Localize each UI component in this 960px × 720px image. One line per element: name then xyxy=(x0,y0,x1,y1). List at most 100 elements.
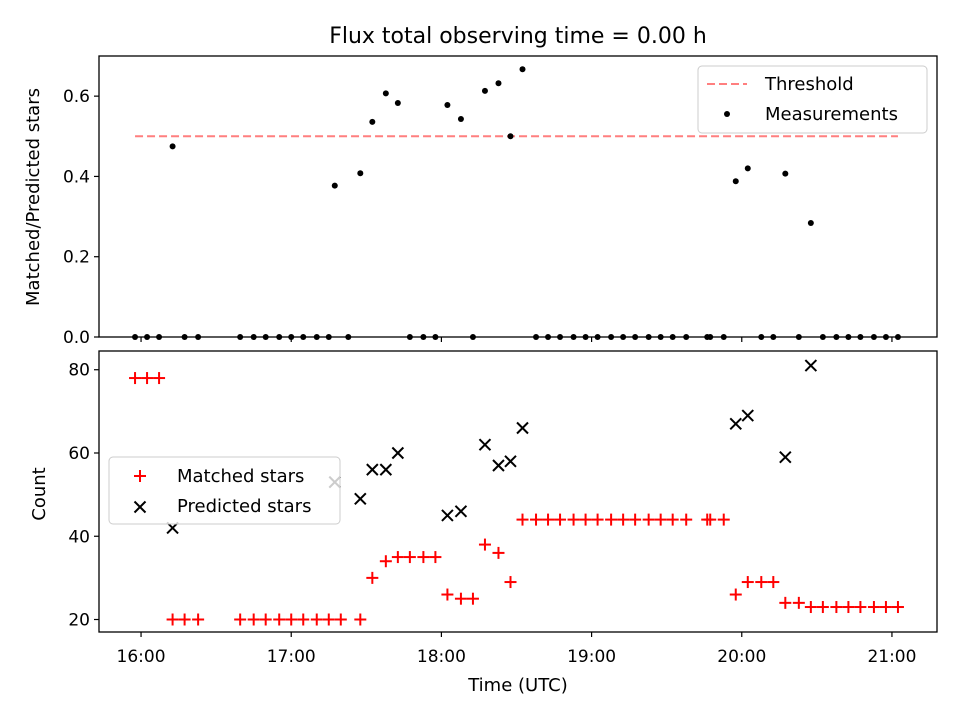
bottom-y-tick-label: 60 xyxy=(68,444,90,464)
matched-star-point xyxy=(804,601,817,614)
bottom-axes: 20 40 60 80 16:00 17:00 18:00 19:00 20:00 21:00 Ma… xyxy=(68,350,938,667)
matched-star-point xyxy=(366,571,379,584)
matched-star-point xyxy=(178,613,191,626)
matched-star-point xyxy=(192,613,205,626)
matched-star-point xyxy=(129,372,142,385)
predicted-star-point xyxy=(492,459,505,472)
bottom-x-tick-label: 18:00 xyxy=(417,647,466,667)
measurement-point xyxy=(807,219,814,226)
top-y-axis-label: Matched/Predicted stars xyxy=(23,88,44,306)
matched-star-point xyxy=(591,513,604,526)
top-y-tick-label: 0.4 xyxy=(63,167,90,187)
matched-star-point xyxy=(816,601,829,614)
matched-star-point xyxy=(391,551,404,564)
matched-star-point xyxy=(417,551,430,564)
matched-star-point xyxy=(322,613,335,626)
measurement-point xyxy=(394,99,401,106)
matched-star-point xyxy=(704,513,717,526)
measurement-point xyxy=(457,116,464,123)
measurement-point xyxy=(444,101,451,108)
legend-matched-label: Matched stars xyxy=(177,466,304,487)
bottom-plot-frame xyxy=(98,350,938,633)
predicted-star-point xyxy=(741,409,754,422)
matched-star-point xyxy=(504,576,517,589)
matched-star-point xyxy=(629,513,642,526)
bottom-legend-box xyxy=(108,456,341,525)
measurement-point xyxy=(331,182,338,189)
matched-star-point xyxy=(729,588,742,601)
top-y-tick-label: 0.0 xyxy=(63,328,90,348)
bottom-x-tick-label: 21:00 xyxy=(867,647,916,667)
matched-star-point xyxy=(530,513,543,526)
predicted-star-point xyxy=(729,417,742,431)
matched-star-point xyxy=(666,513,679,526)
bottom-y-axis-label: Count xyxy=(29,467,50,520)
matched-star-point xyxy=(605,513,618,526)
measurement-point xyxy=(744,165,751,172)
top-plot-frame xyxy=(98,55,938,338)
matched-star-point xyxy=(654,513,667,526)
matched-star-point xyxy=(554,513,567,526)
predicted-star-point xyxy=(504,455,517,468)
matched-star-point xyxy=(755,576,768,589)
matched-star-point xyxy=(153,372,166,385)
matched-star-point xyxy=(478,538,491,551)
figure-title: Flux total observing time = 0.00 h xyxy=(329,24,707,49)
matched-star-point xyxy=(879,601,892,614)
legend-predicted-label: Predicted stars xyxy=(177,496,311,517)
matched-star-point xyxy=(429,551,442,564)
predicted-star-point xyxy=(354,492,367,505)
bottom-legend: Matched stars Predicted stars xyxy=(108,456,341,525)
predicted-star-point xyxy=(804,359,818,372)
matched-star-point xyxy=(516,513,529,526)
top-y-tick-label: 0.6 xyxy=(63,87,90,107)
matched-star-point xyxy=(141,372,154,385)
matched-star-point xyxy=(354,613,367,626)
predicted-star-point xyxy=(441,509,454,522)
bottom-x-tick-label: 17:00 xyxy=(267,647,316,667)
measurement-point xyxy=(782,170,789,177)
matched-star-point xyxy=(379,555,392,568)
top-axes: 0.0 0.2 0.4 0.6 Threshold Measurements xyxy=(63,55,938,348)
matched-star-point xyxy=(792,596,805,609)
matched-star-point xyxy=(234,613,247,626)
measurement-point xyxy=(369,118,376,125)
matched-star-point xyxy=(310,613,323,626)
bottom-x-tick-label: 19:00 xyxy=(567,647,616,667)
matched-star-point xyxy=(441,588,454,601)
matched-star-point xyxy=(567,513,580,526)
matched-star-point xyxy=(741,576,754,589)
x-axis-label: Time (UTC) xyxy=(467,675,568,696)
predicted-star-point xyxy=(366,463,379,476)
matched-star-point xyxy=(717,513,730,526)
measurement-point xyxy=(169,143,176,150)
predicted-star-point xyxy=(391,446,405,460)
predicted-star-point xyxy=(779,450,792,464)
legend-measurements-label: Measurements xyxy=(765,104,898,125)
matched-star-point xyxy=(830,601,843,614)
matched-star-point xyxy=(334,613,347,626)
matched-star-point xyxy=(642,513,655,526)
predicted-star-point xyxy=(478,438,492,451)
matched-star-point xyxy=(297,613,310,626)
measurement-point xyxy=(495,80,502,87)
matched-star-point xyxy=(779,596,792,609)
bottom-y-tick-label: 40 xyxy=(68,527,90,547)
predicted-star-point xyxy=(379,463,393,476)
bottom-y-tick-label: 80 xyxy=(68,361,90,381)
matched-star-point xyxy=(579,513,592,526)
measurement-point xyxy=(357,170,364,177)
matched-star-point xyxy=(403,551,416,564)
measurement-point xyxy=(519,66,526,73)
predicted-star-point xyxy=(516,421,529,435)
legend-measurements-swatch xyxy=(724,111,730,117)
measurement-point xyxy=(382,90,389,97)
matched-star-point xyxy=(842,601,855,614)
matched-star-point xyxy=(166,613,179,626)
matched-star-point xyxy=(617,513,630,526)
measurement-point xyxy=(507,133,514,140)
top-y-tick-label: 0.2 xyxy=(63,248,90,268)
matched-star-point xyxy=(273,613,286,626)
matched-star-point xyxy=(492,546,505,559)
legend-predicted-swatch xyxy=(133,500,147,514)
